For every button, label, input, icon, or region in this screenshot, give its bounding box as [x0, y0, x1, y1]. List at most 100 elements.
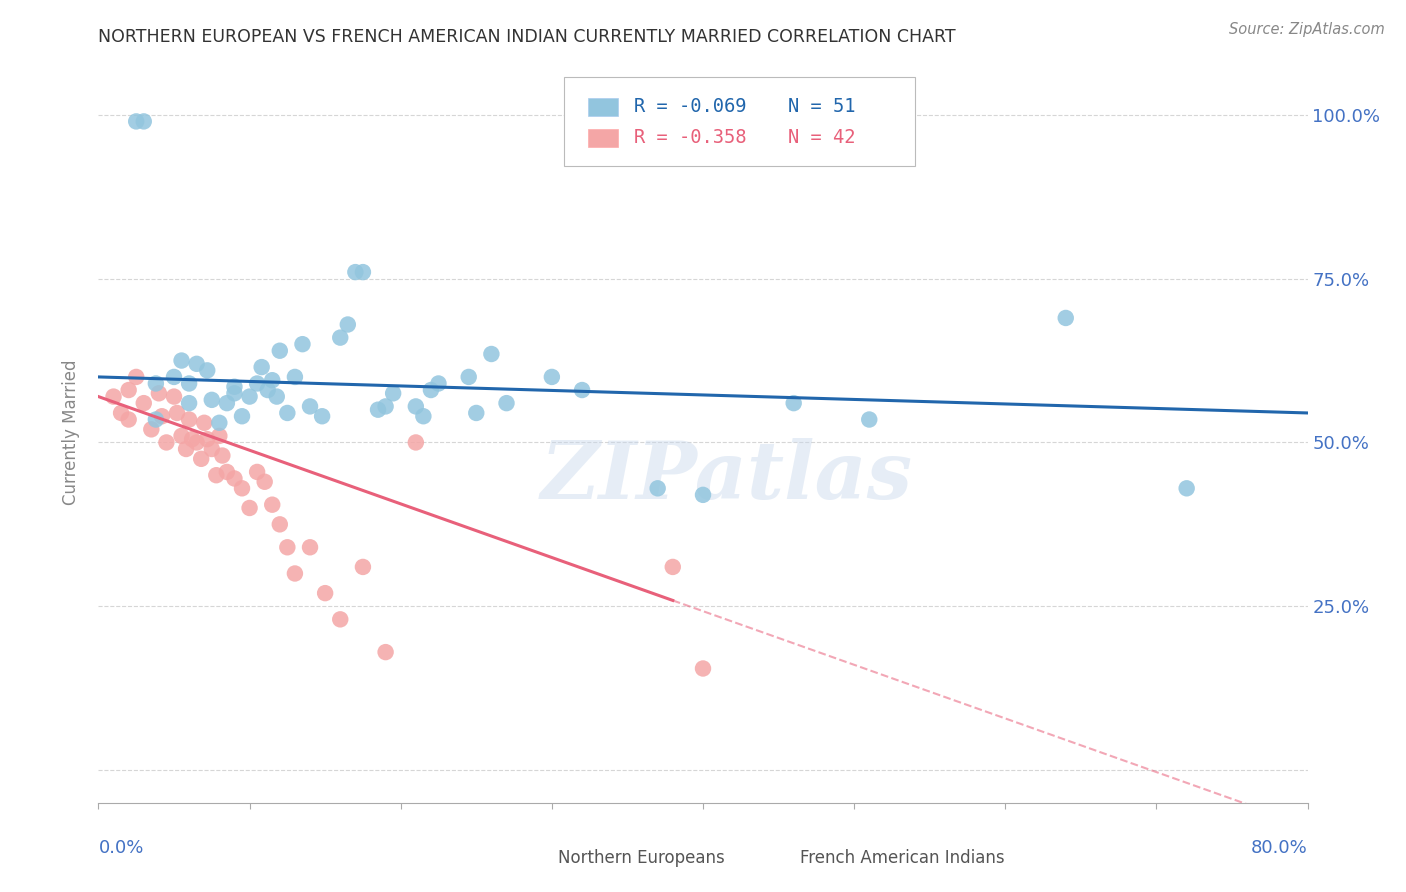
Point [253, 475, 276, 489]
Point [465, 406, 488, 420]
Point [329, 612, 352, 626]
Point [163, 390, 186, 404]
Text: Source: ZipAtlas.com: Source: ZipAtlas.com [1229, 22, 1385, 37]
Point [352, 560, 374, 574]
Point [405, 435, 427, 450]
Point [215, 465, 238, 479]
Point [284, 566, 307, 581]
Point [420, 383, 443, 397]
FancyBboxPatch shape [588, 97, 619, 116]
Point [382, 386, 405, 401]
Point [269, 517, 291, 532]
Text: NORTHERN EUROPEAN VS FRENCH AMERICAN INDIAN CURRENTLY MARRIED CORRELATION CHART: NORTHERN EUROPEAN VS FRENCH AMERICAN IND… [98, 28, 956, 45]
Point [246, 376, 269, 391]
Point [205, 468, 228, 483]
Text: N = 51: N = 51 [787, 97, 855, 116]
Point [170, 353, 193, 368]
Point [193, 416, 215, 430]
Point [201, 392, 224, 407]
Point [783, 396, 806, 410]
Point [103, 390, 125, 404]
Point [195, 432, 218, 446]
Point [284, 370, 307, 384]
Point [195, 363, 218, 377]
Y-axis label: Currently Married: Currently Married [62, 359, 80, 506]
Point [246, 465, 269, 479]
Point [571, 383, 593, 397]
Point [276, 406, 298, 420]
Point [329, 330, 352, 344]
Point [256, 383, 278, 397]
Point [1175, 481, 1198, 495]
Point [311, 409, 333, 424]
Text: 80.0%: 80.0% [1251, 838, 1308, 857]
Point [179, 396, 201, 410]
Point [239, 500, 262, 515]
Point [352, 265, 374, 279]
Point [186, 357, 208, 371]
Point [224, 380, 246, 394]
Point [118, 383, 141, 397]
Point [405, 400, 427, 414]
Point [181, 432, 204, 446]
Point [174, 442, 197, 456]
Point [224, 471, 246, 485]
Point [190, 451, 212, 466]
Point [291, 337, 314, 351]
Point [145, 412, 167, 426]
FancyBboxPatch shape [588, 128, 619, 147]
Point [1054, 310, 1077, 325]
Point [276, 541, 298, 555]
Point [336, 318, 359, 332]
Point [170, 429, 193, 443]
Point [299, 400, 322, 414]
Point [125, 114, 148, 128]
Point [692, 488, 714, 502]
Point [148, 386, 170, 401]
Text: 0.0%: 0.0% [98, 838, 143, 857]
FancyBboxPatch shape [564, 78, 915, 166]
Point [145, 376, 167, 391]
Point [155, 435, 177, 450]
Point [457, 370, 479, 384]
Point [132, 396, 155, 410]
FancyBboxPatch shape [761, 844, 794, 873]
Text: Northern Europeans: Northern Europeans [558, 849, 724, 867]
Point [231, 481, 253, 495]
Point [661, 560, 683, 574]
Point [412, 409, 434, 424]
Point [299, 541, 322, 555]
Point [125, 370, 148, 384]
Point [186, 435, 208, 450]
FancyBboxPatch shape [516, 844, 550, 873]
Point [208, 416, 231, 430]
Point [110, 406, 132, 420]
Point [262, 373, 284, 387]
Point [208, 429, 231, 443]
Point [344, 265, 367, 279]
Point [179, 412, 201, 426]
Point [141, 422, 163, 436]
Point [179, 376, 201, 391]
Point [692, 661, 714, 675]
Point [495, 396, 517, 410]
Text: N = 42: N = 42 [787, 128, 855, 147]
Point [374, 400, 396, 414]
Point [211, 449, 233, 463]
Point [269, 343, 291, 358]
Point [239, 390, 262, 404]
Point [427, 376, 450, 391]
Point [150, 409, 173, 424]
Text: French American Indians: French American Indians [800, 849, 1004, 867]
Point [540, 370, 562, 384]
Point [166, 406, 188, 420]
Point [118, 412, 141, 426]
Point [163, 370, 186, 384]
Point [374, 645, 396, 659]
Point [215, 396, 238, 410]
Point [314, 586, 336, 600]
Point [481, 347, 503, 361]
Text: ZIPatlas: ZIPatlas [541, 438, 914, 516]
Point [201, 442, 224, 456]
Point [647, 481, 669, 495]
